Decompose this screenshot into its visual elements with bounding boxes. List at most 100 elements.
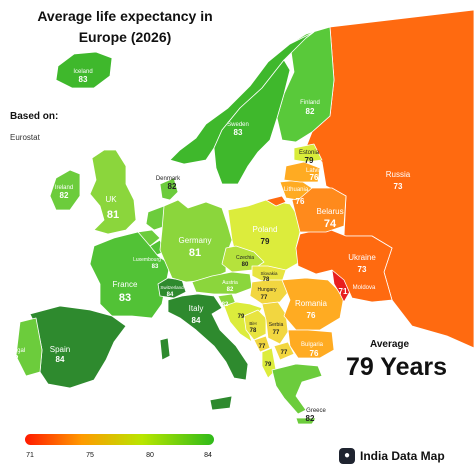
- label-luxembourg-value: 83: [152, 264, 159, 270]
- country-greece: [271, 363, 323, 425]
- country-iceland: [55, 51, 113, 89]
- label-italy-name: Italy: [189, 304, 204, 313]
- label-denmark-name: Denmark: [156, 176, 181, 182]
- label-croatia-value: 79: [238, 314, 245, 320]
- label-spain-value: 84: [56, 355, 65, 364]
- label-russia-value: 73: [394, 182, 403, 191]
- label-belarus-name: Belarus: [316, 207, 343, 216]
- legend-tick-75: 75: [86, 452, 94, 459]
- country-ukraine: [295, 227, 393, 303]
- label-finland-name: Finland: [300, 100, 320, 106]
- label-slovakia-name: Slovakia: [260, 271, 278, 276]
- label-montenegro-value: 77: [259, 344, 266, 350]
- country-estonia: [293, 143, 323, 163]
- label-austria-value: 82: [227, 287, 234, 293]
- brand: ● India Data Map: [339, 448, 445, 464]
- label-ukraine-name: Ukraine: [348, 253, 376, 262]
- title-line-2: Europe (2026): [78, 29, 172, 45]
- label-lithuania-value: 76: [296, 197, 305, 206]
- map-pin-icon: ●: [339, 448, 355, 464]
- country-denmark: [159, 177, 179, 201]
- label-slovakia-value: 78: [263, 277, 270, 283]
- brand-name: India Data Map: [360, 449, 445, 463]
- average-value: 79 Years: [346, 353, 448, 381]
- label-germany-name: Germany: [179, 236, 212, 245]
- label-sweden-value: 83: [234, 128, 243, 137]
- label-norway-value: 83: [191, 128, 200, 137]
- country-uk: [89, 149, 137, 235]
- country-netherlands: [145, 205, 167, 231]
- label-czechia-name: Czechia: [236, 255, 254, 261]
- label-uk-value: 81: [107, 209, 119, 221]
- label-portugal-value: 82: [10, 354, 19, 363]
- label-italy-value: 84: [192, 316, 201, 325]
- country-italy: [159, 293, 249, 411]
- label-bulgaria-value: 76: [310, 349, 319, 358]
- legend-color-bar: [25, 434, 214, 445]
- label-moldova-value: 71: [339, 287, 348, 296]
- label-spain-name: Spain: [50, 345, 70, 354]
- label-romania-name: Romania: [295, 299, 328, 308]
- legend-tick-84: 84: [204, 452, 212, 459]
- country-romania: [281, 277, 345, 331]
- country-finland: [276, 26, 335, 143]
- label-greece-value: 82: [306, 414, 315, 423]
- map-title: Average life expectancy in Europe (2026): [0, 6, 250, 48]
- label-estonia-value: 79: [305, 156, 314, 165]
- country-portugal: [15, 317, 43, 377]
- label-austria-name: Austria: [222, 280, 238, 286]
- country-kaliningrad: [265, 195, 287, 207]
- country-bih: [243, 309, 267, 341]
- source-label: Eurostat: [10, 133, 40, 142]
- label-ukraine-value: 73: [358, 265, 367, 274]
- label-poland-name: Poland: [253, 225, 278, 234]
- label-hungary-name: Hungary: [258, 287, 277, 293]
- country-serbia: [261, 301, 289, 345]
- label-sweden-name: Sweden: [227, 122, 249, 128]
- label-russia-name: Russia: [386, 170, 411, 179]
- country-belarus: [291, 187, 347, 233]
- label-denmark-value: 82: [168, 182, 177, 191]
- label-slovenia-value: 82: [222, 302, 229, 308]
- label-serbia-name: Serbia: [269, 322, 284, 328]
- label-norway-name: Norway: [185, 122, 205, 128]
- label-ireland-value: 82: [60, 191, 69, 200]
- average-label: Average: [370, 339, 410, 350]
- label-estonia-name: Estonia: [299, 150, 320, 156]
- label-ireland-name: Ireland: [55, 185, 73, 191]
- label-latvia-value: 76: [310, 173, 319, 182]
- label-albania-value: 79: [265, 362, 272, 368]
- label-uk-name: UK: [105, 195, 117, 204]
- label-czechia-value: 80: [242, 262, 249, 268]
- label-moldova-name: Moldova: [353, 285, 376, 291]
- legend-tick-71: 71: [26, 452, 34, 459]
- label-switzerland-name: Switzerland: [160, 285, 184, 290]
- label-bih-name: BiH: [249, 321, 256, 326]
- label-france-value: 83: [119, 292, 131, 304]
- label-lithuania-name: Lithuania: [284, 187, 309, 193]
- label-hungary-value: 77: [261, 295, 268, 301]
- label-north-macedonia-value: 77: [281, 350, 288, 356]
- label-bulgaria-name: Bulgaria: [301, 342, 324, 348]
- country-hungary: [249, 279, 291, 305]
- label-portugal-name: Portugal: [3, 348, 25, 354]
- label-iceland-value: 83: [79, 75, 88, 84]
- label-serbia-value: 77: [273, 330, 280, 336]
- label-bih-value: 78: [250, 328, 257, 334]
- label-iceland-name: Iceland: [73, 69, 92, 75]
- country-france: [89, 231, 171, 319]
- country-switzerland: [157, 277, 187, 299]
- label-finland-value: 82: [306, 107, 315, 116]
- legend-tick-80: 80: [146, 452, 154, 459]
- country-north-macedonia: [273, 341, 295, 361]
- country-montenegro: [253, 335, 271, 353]
- label-greece-name: Greece: [306, 408, 326, 414]
- label-latvia-name: Latvia: [306, 168, 323, 174]
- label-poland-value: 79: [261, 237, 270, 246]
- label-belarus-value: 74: [324, 218, 337, 230]
- label-romania-value: 76: [307, 311, 316, 320]
- label-switzerland-value: 84: [167, 292, 174, 298]
- based-on-label: Based on:: [10, 111, 59, 122]
- label-luxembourg-name: Luxembourg: [133, 257, 161, 263]
